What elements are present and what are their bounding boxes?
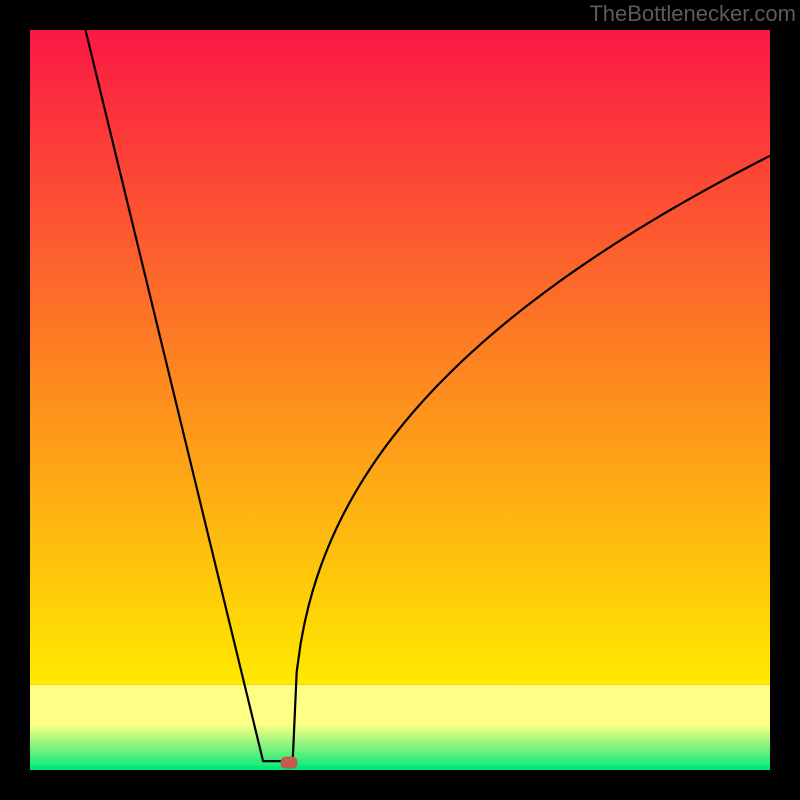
chart-svg-root bbox=[0, 0, 800, 800]
watermark-text: TheBottlenecker.com bbox=[589, 1, 796, 27]
baseline-green bbox=[30, 766, 770, 770]
bottleneck-chart: TheBottlenecker.com bbox=[0, 0, 800, 800]
current-marker bbox=[281, 757, 298, 769]
gradient-main bbox=[30, 30, 770, 685]
gradient-lower-band bbox=[30, 685, 770, 770]
